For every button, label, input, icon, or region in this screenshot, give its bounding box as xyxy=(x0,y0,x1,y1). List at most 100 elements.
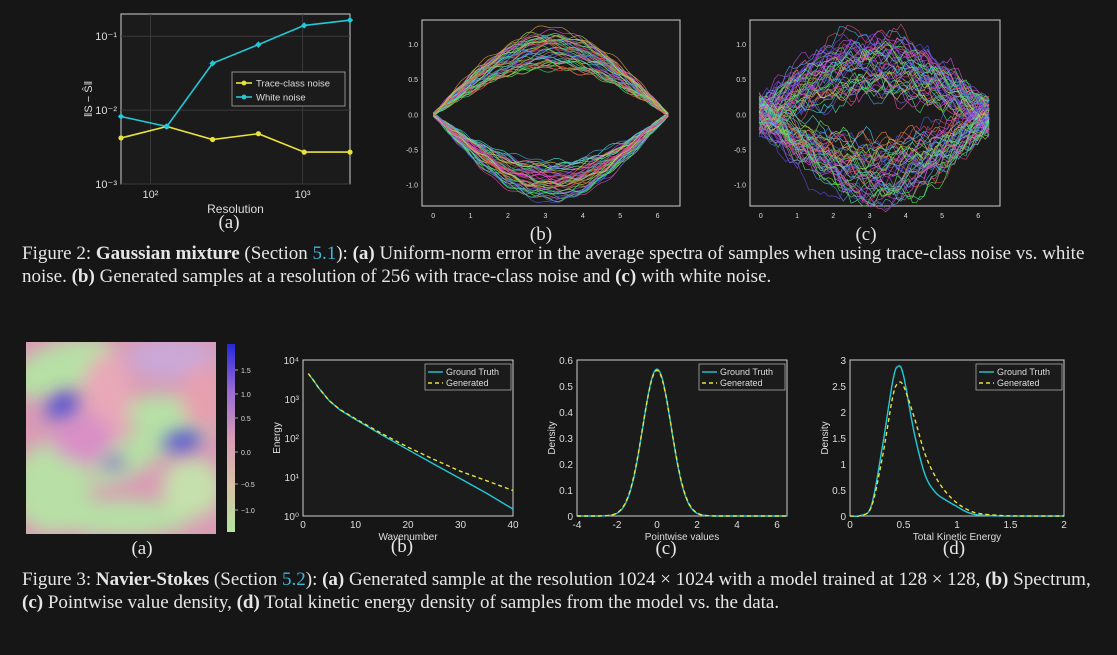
x-tick-label: 2 xyxy=(694,520,700,531)
x-tick-label: 1 xyxy=(469,213,473,220)
legend-box xyxy=(975,363,1063,391)
y-tick-label: -1.0 xyxy=(406,182,418,189)
caption-prefix: Figure 2: xyxy=(22,243,96,264)
colorbar-tick-label: 1.5 xyxy=(241,368,251,375)
plot-frame xyxy=(421,19,681,207)
y-tick-label: 2.5 xyxy=(832,382,846,393)
x-tick-label: 3 xyxy=(868,213,872,220)
sample-curve xyxy=(432,113,669,198)
y-tick-label: 1.0 xyxy=(408,42,418,49)
fig2-panel-label-b: (b) xyxy=(529,224,553,245)
legend-marker xyxy=(241,94,247,100)
legend-label: Ground Truth xyxy=(997,367,1050,377)
x-axis-label: Resolution xyxy=(207,202,264,216)
caption-a-text: Generated sample at the resolution 1024 … xyxy=(344,569,986,590)
sample-curve xyxy=(758,99,990,192)
caption-section-open: (Section xyxy=(239,243,313,264)
vortex-blob xyxy=(178,435,196,447)
x-tick-label: 4 xyxy=(581,213,585,220)
caption-a-label: (a) xyxy=(352,243,375,264)
y-tick-label: 10⁻² xyxy=(95,105,117,117)
colorbar-tick-label: 0.5 xyxy=(241,416,251,423)
caption-d-text: Total kinetic energy density of samples … xyxy=(259,592,780,613)
data-point xyxy=(209,60,216,67)
sample-curve xyxy=(758,26,990,123)
x-tick-label: 0.5 xyxy=(897,520,911,531)
y-axis-label: Density xyxy=(820,421,831,454)
section-link[interactable]: 5.1 xyxy=(312,243,337,264)
sample-curve xyxy=(758,58,990,127)
sample-curve xyxy=(432,25,669,114)
x-tick-label: 0 xyxy=(300,520,306,531)
sample-curve xyxy=(758,62,990,129)
x-tick-label: 20 xyxy=(402,520,414,531)
legend-box xyxy=(698,363,786,391)
heatmap-field xyxy=(26,342,216,534)
series-line xyxy=(849,381,1065,517)
colorbar-tick-label: 1.0 xyxy=(241,392,251,399)
series-line xyxy=(577,369,787,517)
field-blob xyxy=(52,500,192,534)
y-tick-label: 10⁴ xyxy=(284,356,299,367)
y-tick-label: 0 xyxy=(840,512,846,523)
x-tick-label: 5 xyxy=(618,213,622,220)
caption-c-text: Pointwise value density, xyxy=(43,592,237,613)
x-tick-label: 10 xyxy=(350,520,362,531)
caption-b-label: (b) xyxy=(985,569,1009,590)
sample-curve xyxy=(759,98,990,181)
x-tick-label: 6 xyxy=(656,213,660,220)
y-tick-label: 0.5 xyxy=(832,486,846,497)
sample-curve xyxy=(758,102,990,184)
y-tick-label: 0.5 xyxy=(408,77,418,84)
y-tick-label: 0 xyxy=(567,512,573,523)
legend-box xyxy=(424,363,512,391)
y-tick-label: 0.0 xyxy=(408,112,418,119)
y-tick-label: 10⁻³ xyxy=(95,179,117,191)
sample-curve xyxy=(432,50,669,116)
sample-curve xyxy=(432,114,669,190)
x-tick-label: 5 xyxy=(940,213,944,220)
section-link[interactable]: 5.2 xyxy=(282,569,306,590)
x-tick-label: 6 xyxy=(774,520,780,531)
y-tick-label: 1.5 xyxy=(832,434,846,445)
sample-curve xyxy=(758,48,990,124)
figure2-caption: Figure 2: Gaussian mixture (Section 5.1)… xyxy=(22,242,1102,288)
sample-curve xyxy=(758,102,990,195)
sample-curve xyxy=(432,63,669,116)
sample-curve xyxy=(758,99,990,199)
sample-curve xyxy=(432,60,669,117)
sample-curve xyxy=(433,113,669,168)
fig2b-chart: 0 1 2 3 4 5 6 -1.0 -0.5 0.0 0.5 1.0 xyxy=(406,19,681,220)
sample-curve xyxy=(758,106,990,152)
caption-c-label: (c) xyxy=(22,592,44,613)
x-axis-label: Wavenumber xyxy=(378,532,438,543)
legend-label: Ground Truth xyxy=(446,367,499,377)
y-axis-label: ‖S − Ŝ‖ xyxy=(82,81,95,117)
caption-section-open: (Section xyxy=(209,569,282,590)
fig3c-chart: -4 -2 0 2 4 6 0 0.1 0.2 0.3 0.4 0.5 0.6 Pointwise val… xyxy=(547,356,788,543)
sample-curve xyxy=(758,109,990,198)
sample-curve xyxy=(432,35,669,116)
fig2a-chart: 10² 10³ 10⁻³ 10⁻² 10⁻¹ Resolution ‖S − Ŝ‖ Trace… xyxy=(82,13,354,216)
data-point xyxy=(301,22,308,29)
caption-c-text: with white noise. xyxy=(636,266,772,287)
data-point xyxy=(118,135,124,141)
y-tick-label: 10² xyxy=(285,434,300,445)
sample-curve xyxy=(758,106,990,177)
x-tick-label: 0 xyxy=(759,213,763,220)
x-tick-label: 1 xyxy=(795,213,799,220)
data-point xyxy=(255,131,261,137)
vortex-blob xyxy=(56,392,72,404)
sample-curve xyxy=(433,62,669,114)
sample-curve xyxy=(759,100,990,210)
sample-curve xyxy=(758,97,990,206)
sample-curve xyxy=(433,115,669,194)
x-tick-label: 6 xyxy=(976,213,980,220)
legend-label: Generated xyxy=(446,378,489,388)
data-point xyxy=(346,16,354,24)
caption-section-close: ): xyxy=(336,243,353,264)
sample-curve xyxy=(759,62,990,125)
x-axis-label: Pointwise values xyxy=(645,532,719,543)
field-blob xyxy=(52,413,112,463)
caption-b-text: Generated samples at a resolution of 256… xyxy=(94,266,616,287)
